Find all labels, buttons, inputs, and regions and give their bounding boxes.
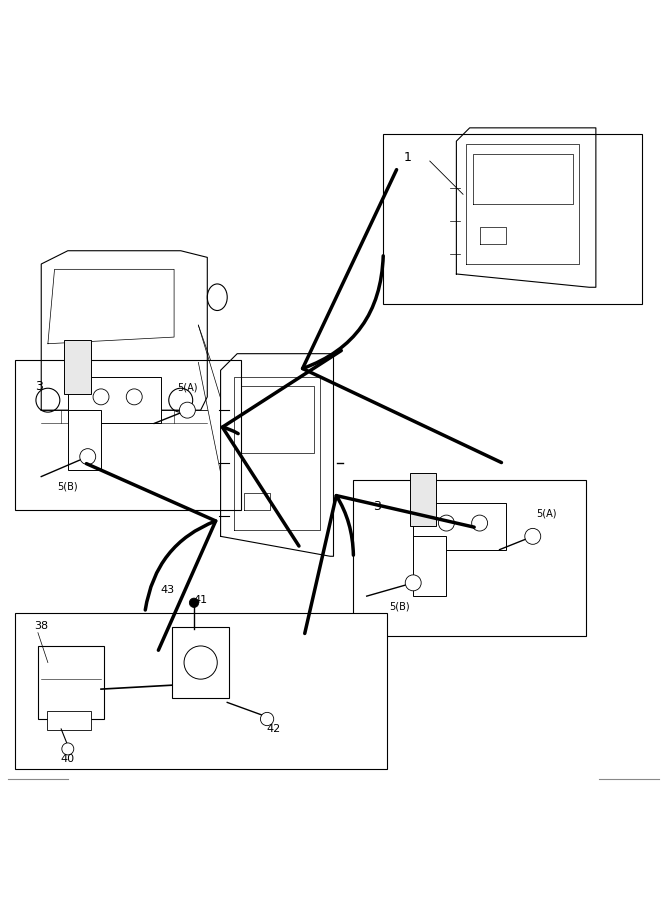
Bar: [384, 134, 642, 304]
FancyBboxPatch shape: [68, 377, 161, 423]
Circle shape: [525, 528, 541, 544]
Text: 5(B): 5(B): [57, 482, 78, 492]
Text: 5(A): 5(A): [536, 508, 556, 518]
Circle shape: [80, 449, 95, 464]
Circle shape: [260, 713, 273, 725]
Text: 43: 43: [160, 585, 175, 595]
Circle shape: [406, 575, 421, 590]
Circle shape: [62, 742, 74, 755]
FancyArrowPatch shape: [305, 496, 474, 634]
Text: 1: 1: [404, 151, 411, 164]
FancyBboxPatch shape: [414, 503, 506, 550]
Circle shape: [179, 402, 195, 418]
Text: 38: 38: [35, 621, 49, 631]
FancyBboxPatch shape: [410, 473, 436, 526]
Text: 5(B): 5(B): [390, 601, 410, 611]
Text: 40: 40: [61, 754, 75, 764]
FancyBboxPatch shape: [38, 646, 104, 719]
FancyBboxPatch shape: [414, 536, 446, 596]
Bar: [15, 613, 387, 769]
Circle shape: [189, 598, 199, 608]
Text: 3: 3: [374, 500, 382, 513]
FancyBboxPatch shape: [47, 711, 91, 730]
FancyArrowPatch shape: [222, 351, 342, 546]
FancyBboxPatch shape: [172, 627, 229, 698]
FancyArrowPatch shape: [87, 464, 215, 650]
Bar: [354, 480, 586, 636]
Text: 5(A): 5(A): [177, 382, 197, 392]
Text: 42: 42: [267, 724, 281, 734]
FancyBboxPatch shape: [65, 340, 91, 393]
Text: 3: 3: [35, 381, 43, 393]
Bar: [15, 360, 241, 509]
FancyBboxPatch shape: [68, 410, 101, 470]
Text: 41: 41: [193, 595, 207, 605]
FancyArrowPatch shape: [303, 170, 502, 463]
